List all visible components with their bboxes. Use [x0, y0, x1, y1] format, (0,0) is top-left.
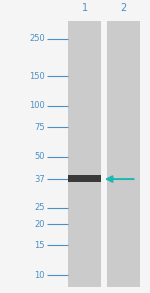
Text: 2: 2 — [120, 3, 126, 13]
Text: 1: 1 — [82, 3, 88, 13]
Text: 20: 20 — [34, 220, 45, 229]
Bar — [68, 175, 101, 183]
Bar — [68, 21, 101, 287]
Text: 250: 250 — [29, 34, 45, 43]
Text: 10: 10 — [34, 271, 45, 280]
Text: 50: 50 — [34, 152, 45, 161]
Text: 150: 150 — [29, 72, 45, 81]
Bar — [106, 21, 140, 287]
Text: 25: 25 — [34, 203, 45, 212]
Text: 100: 100 — [29, 101, 45, 110]
Text: 37: 37 — [34, 175, 45, 183]
Text: 75: 75 — [34, 123, 45, 132]
Text: 15: 15 — [34, 241, 45, 250]
